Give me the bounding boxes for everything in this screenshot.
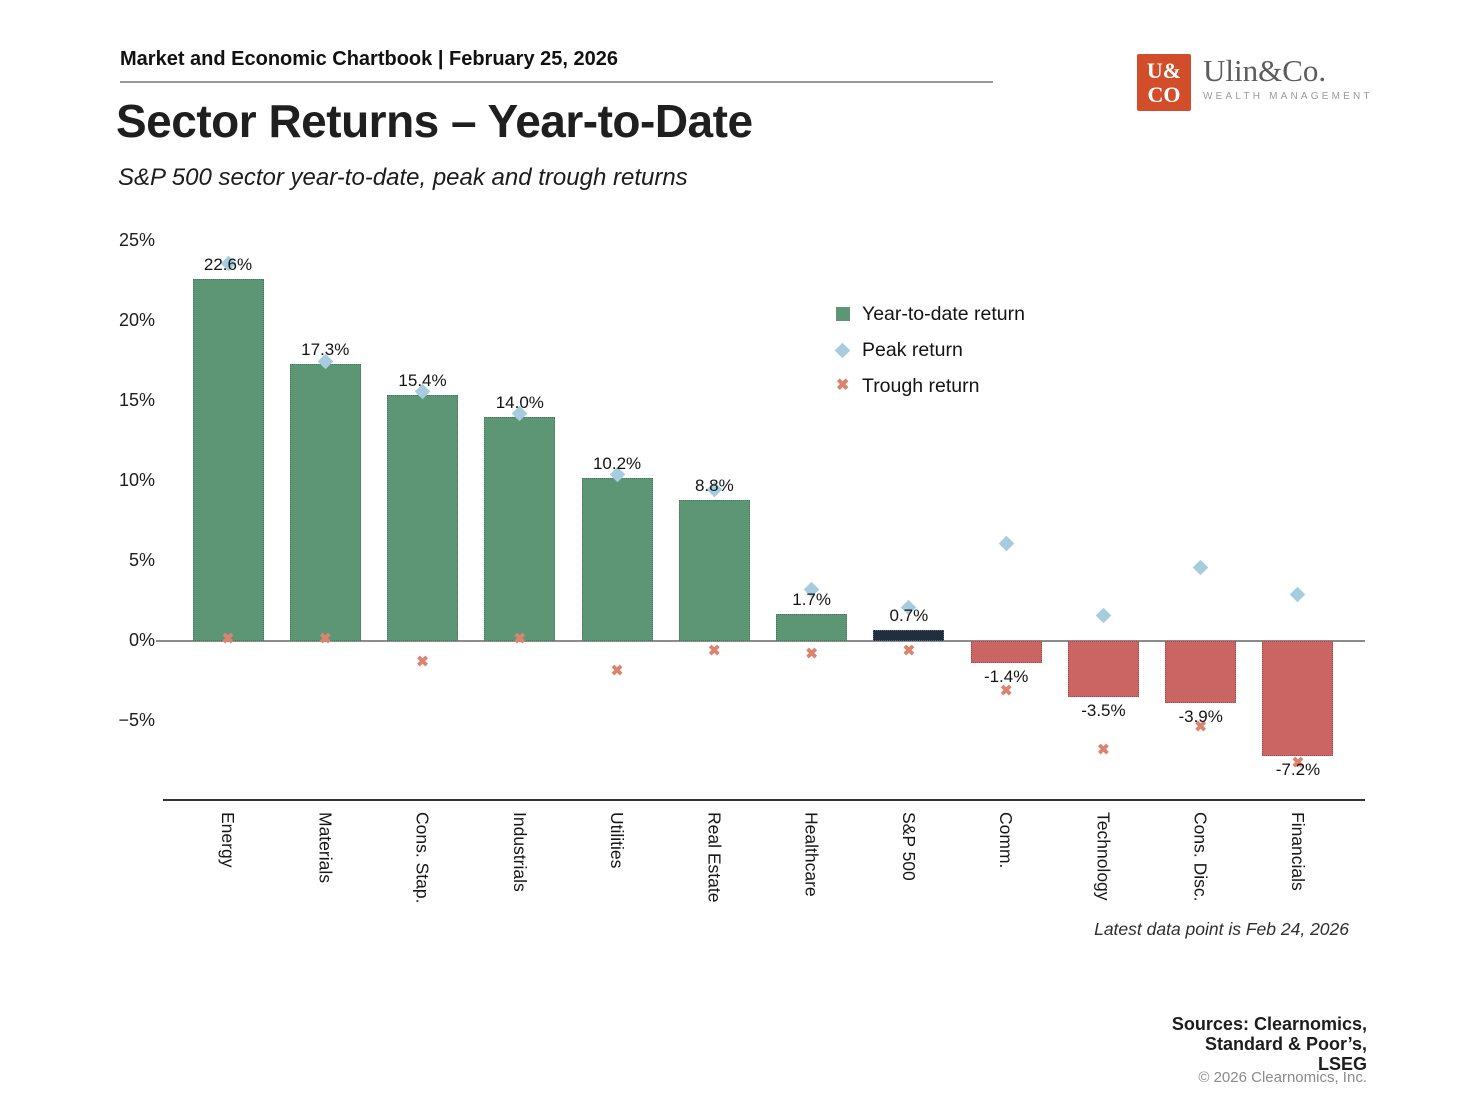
bar-value-label: 14.0% [495, 393, 544, 412]
chart-legend: Year-to-date return Peak return ✖ Trough re… [834, 296, 1025, 404]
ytd-return-bar [1165, 641, 1237, 704]
ytd-return-bar [776, 613, 848, 641]
square-icon [836, 307, 862, 321]
peak-return-marker-icon [1290, 586, 1306, 603]
sources-text: Sources: Clearnomics, Standard & Poor’s,… [1172, 1014, 1367, 1074]
trough-return-marker-icon: ✖ [805, 645, 818, 663]
x-axis-line [163, 799, 1365, 801]
category-label: Cons. Disc. [1190, 812, 1211, 902]
category-label: Comm. [996, 812, 1017, 869]
page-title: Sector Returns – Year-to-Date [116, 95, 753, 147]
ytd-return-bar [1067, 641, 1139, 697]
trough-return-marker-icon: ✖ [708, 642, 721, 660]
bar-value-label: 1.7% [792, 589, 831, 609]
ytd-return-bar [192, 279, 264, 641]
bar-value-label: 15.4% [398, 370, 447, 390]
category-label: Energy [218, 812, 238, 868]
y-axis-tick-label: 5% [128, 550, 155, 570]
logo-tagline: WEALTH MANAGEMENT [1203, 91, 1373, 102]
ytd-return-bar [970, 641, 1042, 664]
bar-value-label: 0.7% [889, 605, 929, 625]
sources-line: LSEG [1317, 1054, 1367, 1074]
ytd-return-bar [387, 394, 459, 641]
legend-item: ✖ Trough return [836, 368, 1025, 404]
trough-return-marker-icon: ✖ [1291, 754, 1305, 772]
ytd-return-bar [484, 417, 556, 641]
logo-badge-icon: U& CO [1137, 54, 1191, 111]
trough-return-marker-icon: ✖ [318, 630, 332, 648]
bar-value-label: 22.6% [203, 255, 253, 275]
trough-return-marker-icon: ✖ [1194, 718, 1207, 736]
trough-return-marker-icon: ✖ [513, 630, 527, 648]
ytd-return-bar [678, 500, 750, 641]
copyright-text: © 2026 Clearnomics, Inc. [1198, 1069, 1367, 1086]
bar-value-label: 10.2% [592, 453, 642, 473]
trough-return-marker-icon: ✖ [416, 653, 429, 671]
bar-value-label: 8.8% [694, 476, 734, 496]
trough-return-marker-icon: ✖ [999, 682, 1013, 700]
legend-item: Year-to-date return [836, 296, 1025, 332]
peak-return-marker-icon [998, 535, 1014, 552]
logo-name: Ulin&Co. [1203, 53, 1327, 88]
ytd-return-bar [581, 477, 653, 641]
trough-return-marker-icon: ✖ [610, 662, 624, 680]
y-axis-tick-label: 0% [128, 630, 155, 650]
category-label: Real Estate [704, 812, 725, 903]
y-axis-tick-label: 10% [118, 470, 155, 490]
category-label: Industrials [509, 812, 530, 892]
ytd-return-bar [1262, 641, 1334, 757]
x-icon: ✖ [836, 377, 850, 394]
chartbook-header: Market and Economic Chartbook | February… [120, 48, 618, 70]
category-label: Utilities [607, 812, 628, 869]
legend-label: Year-to-date return [862, 302, 1025, 325]
sources-line: Standard & Poor’s, [1204, 1034, 1367, 1054]
bar-value-label: -3.9% [1178, 707, 1223, 727]
category-label: Financials [1287, 812, 1308, 891]
sources-line: Sources: Clearnomics, [1171, 1014, 1367, 1034]
logo-badge-line2: CO [1147, 81, 1181, 107]
ytd-return-bar [873, 629, 945, 641]
trough-return-marker-icon: ✖ [221, 630, 235, 648]
bar-value-label: -1.4% [983, 667, 1029, 687]
category-label: Healthcare [801, 812, 822, 897]
logo-badge-line1: U& [1146, 57, 1182, 83]
header-divider [120, 81, 993, 83]
trough-return-marker-icon: ✖ [1097, 741, 1110, 759]
peak-return-marker-icon [1192, 559, 1209, 576]
trough-return-marker-icon: ✖ [902, 642, 916, 660]
legend-item: Peak return [834, 332, 1025, 368]
zero-gridline [156, 640, 1365, 642]
diamond-icon [834, 342, 862, 358]
y-axis-tick-label: 25% [118, 230, 155, 250]
bar-value-label: -7.2% [1275, 760, 1321, 780]
logo-text: Ulin&Co. WEALTH MANAGEMENT [1203, 53, 1373, 103]
ytd-return-bar [289, 364, 361, 641]
category-label: Cons. Stap. [412, 812, 433, 904]
y-axis-tick-label: 15% [118, 390, 155, 410]
legend-label: Trough return [862, 374, 980, 397]
bar-value-label: 17.3% [301, 340, 350, 360]
y-axis-tick-label: 20% [118, 310, 155, 330]
peak-return-marker-icon [1095, 607, 1112, 624]
category-label: Materials [315, 812, 336, 883]
page-subtitle: S&P 500 sector year-to-date, peak and tr… [118, 164, 688, 191]
latest-data-footnote: Latest data point is Feb 24, 2026 [1094, 919, 1349, 939]
bar-value-label: -3.5% [1081, 701, 1126, 720]
category-label: S&P 500 [898, 812, 919, 881]
company-logo: U& CO Ulin&Co. WEALTH MANAGEMENT [1137, 54, 1373, 111]
category-label: Technology [1093, 812, 1114, 901]
legend-label: Peak return [862, 338, 963, 361]
y-axis-tick-label: −5% [118, 710, 155, 730]
